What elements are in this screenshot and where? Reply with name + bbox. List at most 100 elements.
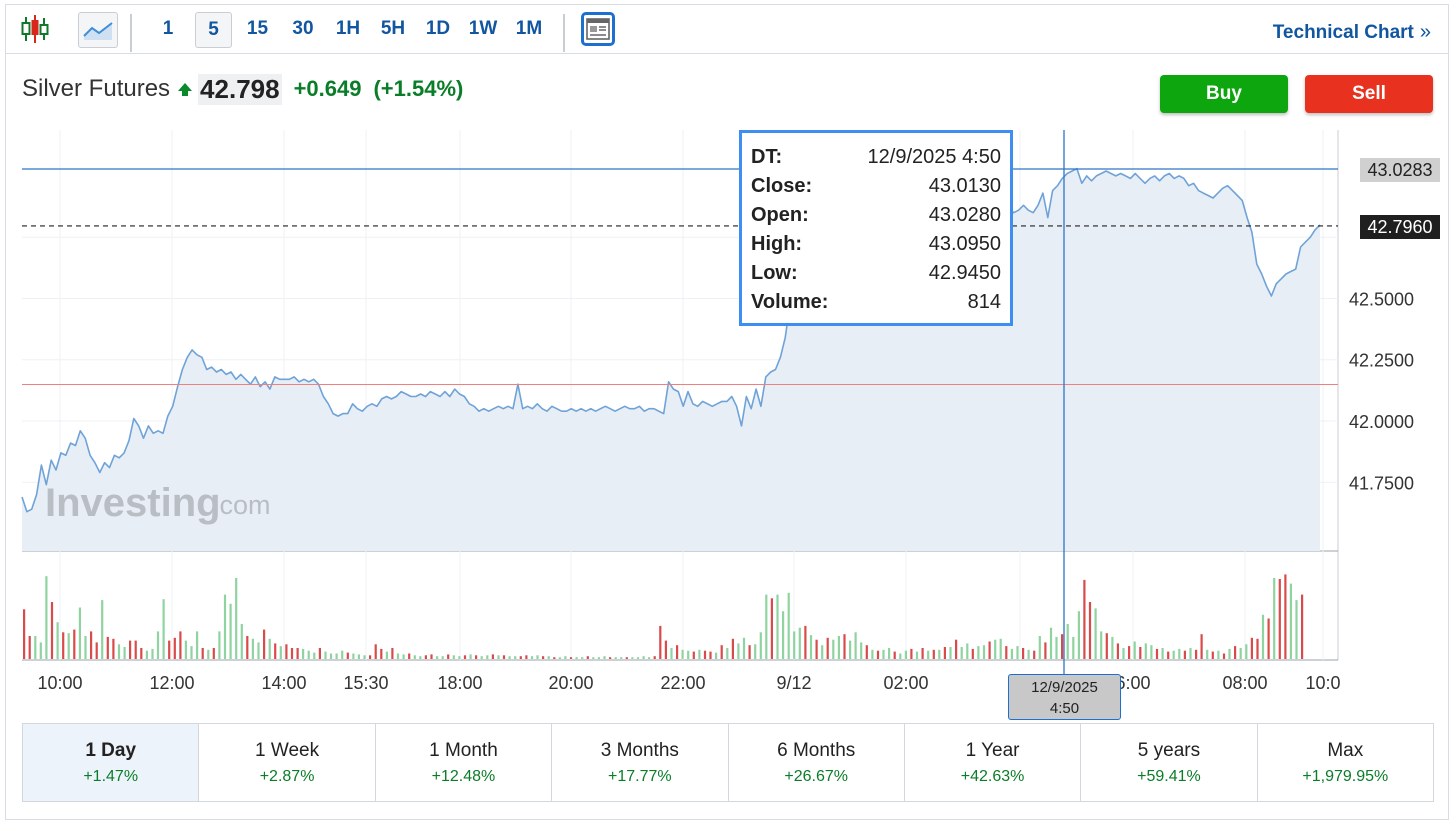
- volume-bar: [966, 643, 969, 659]
- volume-bar: [385, 651, 388, 659]
- volume-bar: [620, 657, 623, 659]
- x-tick-label: 9/12: [776, 673, 811, 693]
- volume-bar: [45, 576, 48, 659]
- volume-bar: [1195, 649, 1198, 659]
- volume-bar: [1178, 648, 1181, 659]
- volume-bar: [424, 655, 427, 659]
- area-chart-icon[interactable]: [78, 12, 118, 48]
- newspaper-icon[interactable]: [581, 12, 615, 46]
- range-5-years[interactable]: 5 years +59.41%: [1081, 724, 1258, 801]
- timeframe-1[interactable]: 1: [162, 18, 174, 39]
- range-label: 6 Months: [777, 739, 856, 761]
- volume-bar: [910, 648, 913, 659]
- volume-bar: [402, 654, 405, 659]
- volume-bar: [497, 655, 500, 659]
- timeframe-1d[interactable]: 1D: [425, 18, 451, 39]
- volume-bar: [1222, 653, 1226, 659]
- tooltip-row: Volume: 814: [751, 288, 1001, 317]
- candlestick-icon[interactable]: [17, 12, 53, 46]
- x-tick-label: 15:30: [343, 673, 388, 693]
- volume-bar: [1077, 611, 1080, 659]
- volume-bar: [731, 638, 734, 659]
- tooltip-value: 43.0280: [928, 204, 1001, 226]
- range-label: 1 Year: [965, 739, 1020, 761]
- volume-bar: [519, 656, 522, 659]
- volume-bar: [921, 648, 924, 659]
- volume-bar: [837, 636, 840, 659]
- range-6-months[interactable]: 6 Months +26.67%: [729, 724, 905, 801]
- volume-bar: [369, 655, 372, 659]
- timeframe-1h[interactable]: 1H: [335, 18, 361, 39]
- timeframe-1w[interactable]: 1W: [468, 18, 498, 39]
- volume-bar: [1027, 649, 1030, 659]
- chart-toolbar: 1 5 15 30 1H 5H 1D 1W 1M Technical Chart»: [5, 4, 1449, 54]
- volume-bar: [865, 645, 868, 659]
- volume-bar: [346, 652, 349, 659]
- volume-bar: [1206, 649, 1209, 659]
- volume-bar: [290, 648, 294, 659]
- buy-button[interactable]: Buy: [1160, 75, 1288, 113]
- volume-bar: [95, 642, 98, 659]
- volume-bar: [502, 655, 506, 659]
- volume-bar: [698, 649, 701, 659]
- volume-bar: [56, 622, 59, 659]
- volume-bar: [1267, 618, 1270, 659]
- volume-bar: [999, 638, 1002, 659]
- volume-bar: [218, 631, 221, 659]
- volume-bar: [1301, 594, 1304, 659]
- volume-bar: [843, 634, 846, 659]
- price-line: [21, 167, 1321, 513]
- tooltip-value: 43.0950: [928, 233, 1001, 255]
- range-1-week[interactable]: 1 Week +2.87%: [199, 724, 376, 801]
- price-change-percent: (+1.54%): [373, 76, 464, 101]
- technical-chart-link[interactable]: Technical Chart»: [1273, 21, 1431, 44]
- tooltip-row: Close: 43.0130: [751, 172, 1001, 201]
- volume-bar: [514, 656, 517, 659]
- range-1-year[interactable]: 1 Year +42.63%: [905, 724, 1082, 801]
- volume-bar: [263, 629, 266, 659]
- timeframe-5h[interactable]: 5H: [380, 18, 406, 39]
- volume-bar: [687, 650, 690, 659]
- volume-bar: [1217, 650, 1220, 659]
- timeframe-30[interactable]: 30: [292, 18, 314, 39]
- watermark-suffix: .com: [212, 490, 271, 520]
- volume-bar: [1172, 650, 1175, 659]
- volume-bar: [441, 656, 444, 659]
- price-change: +0.649: [293, 76, 362, 101]
- last-price: 42.798: [198, 73, 282, 105]
- volume-bar: [737, 643, 740, 659]
- timeframe-15[interactable]: 15: [246, 18, 269, 39]
- volume-bar: [1088, 602, 1092, 659]
- volume-bar: [62, 632, 65, 659]
- volume-bar: [1010, 648, 1013, 659]
- range-selector: 1 Day +1.47% 1 Week +2.87% 1 Month +12.48% 3 M…: [22, 723, 1434, 802]
- timeframe-1m[interactable]: 1M: [515, 18, 543, 39]
- sell-button[interactable]: Sell: [1305, 75, 1433, 113]
- volume-bar: [84, 636, 87, 659]
- volume-bar: [1278, 579, 1281, 659]
- volume-bar: [1167, 651, 1170, 659]
- technical-chart-label: Technical Chart: [1272, 22, 1414, 43]
- range-max[interactable]: Max +1,979.95%: [1258, 724, 1433, 801]
- range-label: 1 Day: [85, 739, 137, 761]
- watermark-logo: Investing: [45, 481, 221, 525]
- volume-bar: [876, 650, 880, 659]
- volume-bar: [609, 657, 612, 659]
- instrument-name: Silver Futures: [22, 75, 171, 102]
- volume-bar: [39, 642, 42, 659]
- volume-bar: [720, 645, 723, 659]
- range-1-month[interactable]: 1 Month +12.48%: [376, 724, 553, 801]
- volume-bar: [296, 648, 299, 659]
- volume-bar: [1144, 643, 1147, 659]
- range-1-day[interactable]: 1 Day +1.47%: [23, 724, 200, 801]
- tooltip-row: DT: 12/9/2025 4:50: [751, 143, 1001, 172]
- volume-bar: [871, 649, 874, 659]
- volume-bar: [246, 636, 249, 659]
- timeframe-5[interactable]: 5: [195, 12, 232, 48]
- volume-bar: [1273, 578, 1276, 659]
- volume-bar: [1038, 636, 1041, 659]
- range-3-months[interactable]: 3 Months +17.77%: [552, 724, 729, 801]
- volume-bar: [1245, 644, 1248, 659]
- volume-bar: [787, 592, 790, 659]
